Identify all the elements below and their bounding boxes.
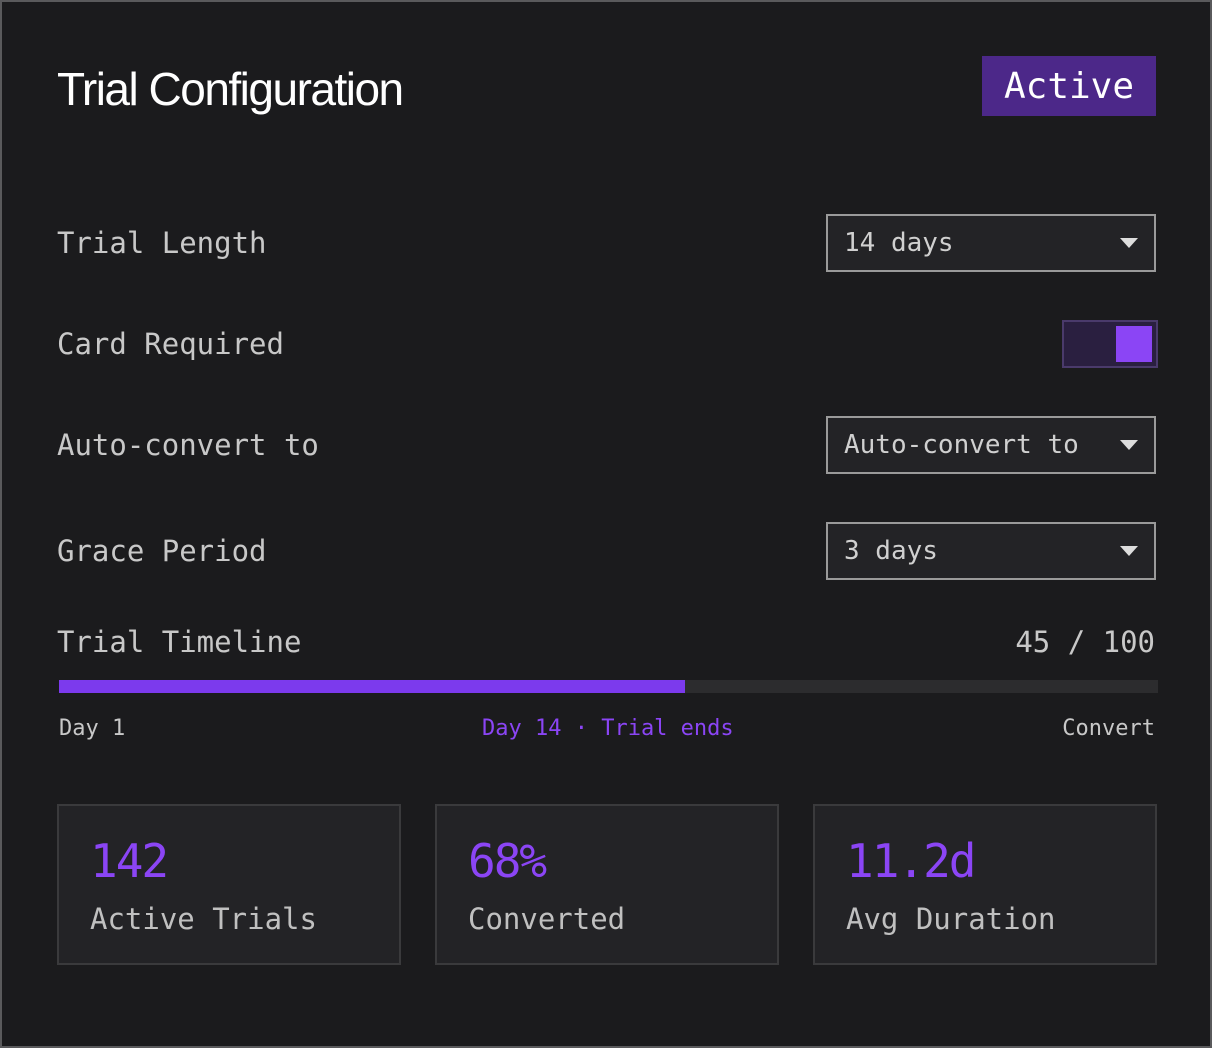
dropdown-arrow: [1120, 440, 1138, 450]
dropdown[interactable]: Auto-convert to: [826, 416, 1156, 474]
stat-value: 68%: [468, 834, 547, 888]
dropdown-arrow: [1120, 238, 1138, 248]
timeline-progress-text: 45 / 100: [1015, 625, 1155, 659]
timeline-label: Trial Timeline: [57, 625, 302, 659]
status-badge: Active: [982, 56, 1156, 116]
stat-card: 68% Converted: [435, 804, 779, 965]
dropdown-value: Auto-convert to: [844, 430, 1079, 460]
stat-label: Active Trials: [90, 902, 317, 936]
progress-track: [59, 680, 1158, 693]
progress-fill: [59, 680, 686, 693]
stat-card: 11.2d Avg Duration: [813, 804, 1157, 965]
dropdown-arrow: [1120, 546, 1138, 556]
stat-label: Avg Duration: [846, 902, 1056, 936]
dropdown[interactable]: 14 days: [826, 214, 1156, 272]
dropdown[interactable]: 3 days: [826, 522, 1156, 580]
stat-label: Converted: [468, 902, 626, 936]
toggle-knob: [1116, 326, 1152, 362]
dropdown-value: 14 days: [844, 228, 954, 258]
setting-label: Card Required: [57, 327, 284, 361]
toggle-switch[interactable]: [1062, 320, 1158, 368]
panel-title: Trial Configuration: [57, 63, 404, 115]
setting-label: Trial Length: [57, 226, 267, 260]
stat-value: 142: [90, 834, 169, 888]
timeline-marker: Day 1: [59, 716, 126, 741]
stat-value: 11.2d: [846, 834, 976, 888]
stat-card: 142 Active Trials: [57, 804, 401, 965]
setting-label: Auto-convert to: [57, 428, 319, 462]
timeline-marker: Convert: [1062, 716, 1155, 741]
setting-label: Grace Period: [57, 534, 267, 568]
dropdown-value: 3 days: [844, 536, 938, 566]
timeline-marker: Day 14 · Trial ends: [482, 716, 734, 741]
